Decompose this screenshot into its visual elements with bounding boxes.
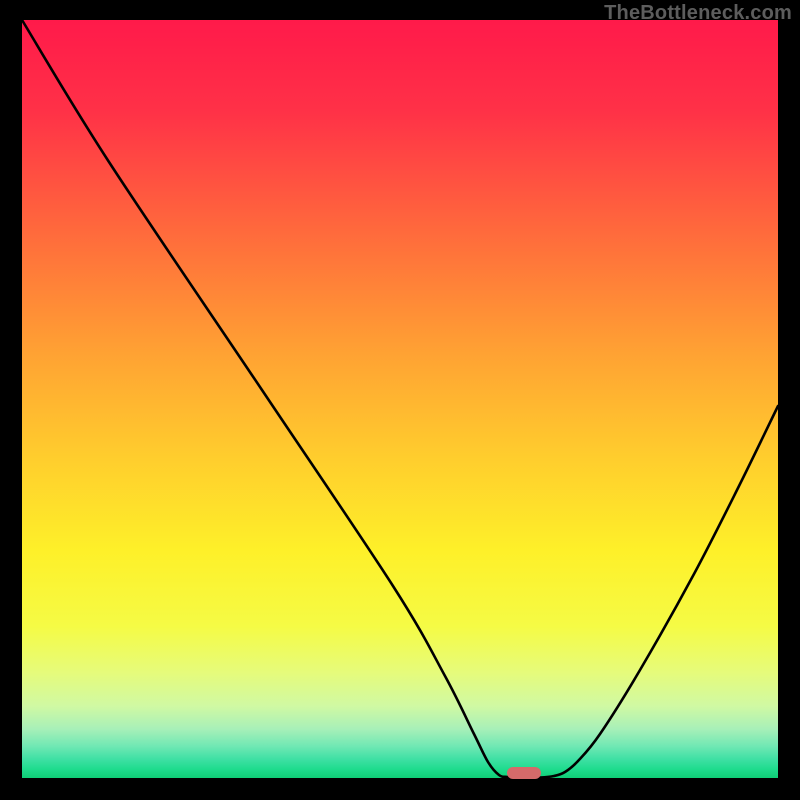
bottleneck-curve: [22, 20, 778, 778]
chart-svg: [0, 0, 800, 800]
watermark-text: TheBottleneck.com: [604, 2, 792, 25]
optimum-marker: [507, 767, 541, 779]
chart-canvas: TheBottleneck.com: [0, 0, 800, 800]
